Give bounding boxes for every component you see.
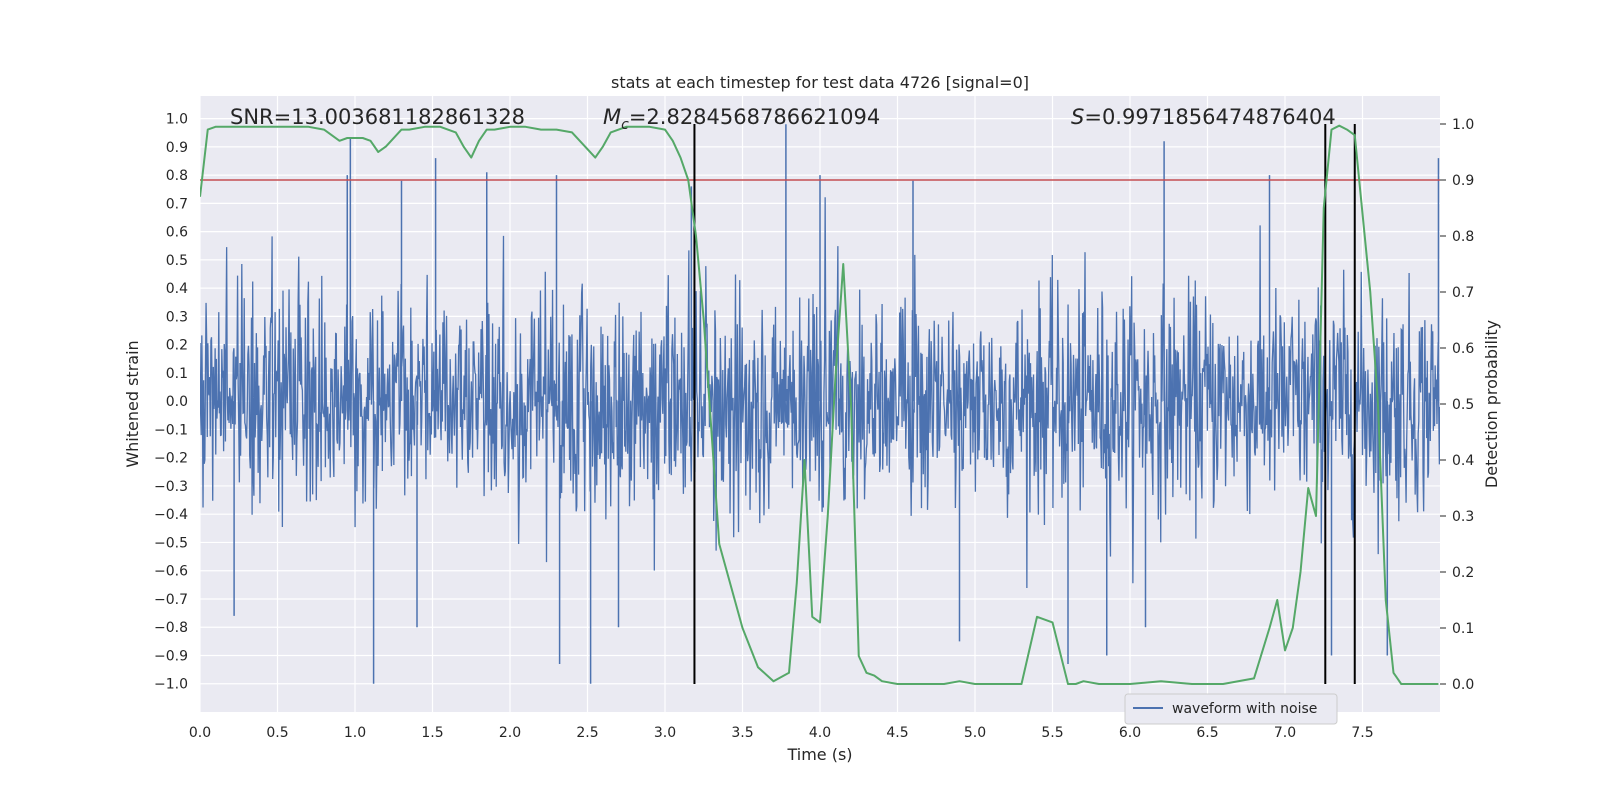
chirp-mass-subscript: c	[621, 117, 629, 133]
y-tick-label-right: 0.8	[1452, 229, 1474, 245]
y-tick-label-right: 0.4	[1452, 453, 1474, 469]
y-tick-label-left: 0.8	[166, 168, 188, 184]
y-tick-label-left: 0.2	[166, 338, 188, 354]
y-tick-label-left: −1.0	[154, 677, 188, 693]
waveform-series	[200, 124, 1440, 684]
x-tick-label: 0.5	[266, 725, 288, 741]
y-tick-label-left: 0.4	[166, 281, 188, 297]
x-tick-label: 7.0	[1274, 725, 1296, 741]
y-tick-label-right: 0.5	[1452, 397, 1474, 413]
y-tick-label-left: −0.3	[154, 479, 188, 495]
x-tick-label: 2.0	[499, 725, 521, 741]
x-tick-label: 4.0	[809, 725, 831, 741]
score-symbol: S	[1071, 105, 1084, 129]
x-tick-label: 1.0	[344, 725, 366, 741]
y-tick-label-left: −0.1	[154, 422, 188, 438]
chirp-mass-annotation: Mc=2.8284568786621094	[603, 105, 880, 133]
snr-annotation: SNR=13.003681182861328	[230, 105, 525, 129]
x-tick-label: 6.0	[1119, 725, 1141, 741]
y-tick-label-right: 0.0	[1452, 677, 1474, 693]
x-tick-label: 7.5	[1351, 725, 1373, 741]
x-tick-label: 1.5	[421, 725, 443, 741]
y-tick-label-left: −0.4	[154, 507, 188, 523]
y-tick-label-left: −0.5	[154, 535, 188, 551]
x-tick-label: 5.5	[1041, 725, 1063, 741]
score-value: =0.9971856474876404	[1084, 105, 1335, 129]
probability-line	[200, 124, 1439, 685]
y-axis-label-left: Whitened strain	[123, 340, 142, 467]
y-tick-label-left: −0.6	[154, 564, 188, 580]
legend: waveform with noise	[1124, 693, 1338, 725]
x-tick-label: 2.5	[576, 725, 598, 741]
y-tick-label-right: 0.7	[1452, 285, 1474, 301]
y-tick-label-left: 0.3	[166, 309, 188, 325]
y-tick-label-right: 0.3	[1452, 509, 1474, 525]
y-tick-label-right: 0.2	[1452, 565, 1474, 581]
y-tick-label-left: 1.0	[166, 112, 188, 128]
y-tick-label-right: 0.9	[1452, 173, 1474, 189]
chirp-mass-value: =2.8284568786621094	[629, 105, 880, 129]
y-tick-label-left: 0.6	[166, 225, 188, 241]
y-tick-label-left: 0.5	[166, 253, 188, 269]
x-axis-label: Time (s)	[786, 745, 852, 764]
y-axis-label-right: Detection probability	[1482, 320, 1501, 488]
x-tick-label: 4.5	[886, 725, 908, 741]
y-tick-label-right: 0.1	[1452, 621, 1474, 637]
y-tick-label-left: −0.9	[154, 648, 188, 664]
y-tick-label-left: 0.0	[166, 394, 188, 410]
y-tick-label-right: 0.6	[1452, 341, 1474, 357]
x-tick-label: 6.5	[1196, 725, 1218, 741]
y-tick-label-left: 0.1	[166, 366, 188, 382]
y-tick-label-right: 1.0	[1452, 117, 1474, 133]
score-annotation: S=0.9971856474876404	[1071, 105, 1336, 129]
y-tick-label-left: 0.9	[166, 140, 188, 156]
waveform-line	[200, 197, 1440, 589]
chart-title: stats at each timestep for test data 472…	[611, 73, 1029, 92]
legend-box	[1124, 693, 1338, 725]
y-tick-label-left: −0.2	[154, 451, 188, 467]
y-tick-label-left: −0.8	[154, 620, 188, 636]
probability-series	[200, 124, 1439, 685]
tick-labels: 0.0 0.5 1.0 1.5 2.0 2.5 3.0 3.5 4.0 4.5 5.0 5.5 6.0 6…	[154, 112, 1474, 741]
vertical-markers	[693, 124, 1356, 684]
y-tick-label-left: −0.7	[154, 592, 188, 608]
legend-label-waveform: waveform with noise	[1172, 701, 1317, 717]
chirp-mass-symbol: M	[603, 105, 621, 129]
x-tick-label: 3.5	[731, 725, 753, 741]
x-tick-label: 5.0	[964, 725, 986, 741]
x-tick-label: 0.0	[189, 725, 211, 741]
x-tick-label: 3.0	[654, 725, 676, 741]
y-tick-label-left: 0.7	[166, 196, 188, 212]
